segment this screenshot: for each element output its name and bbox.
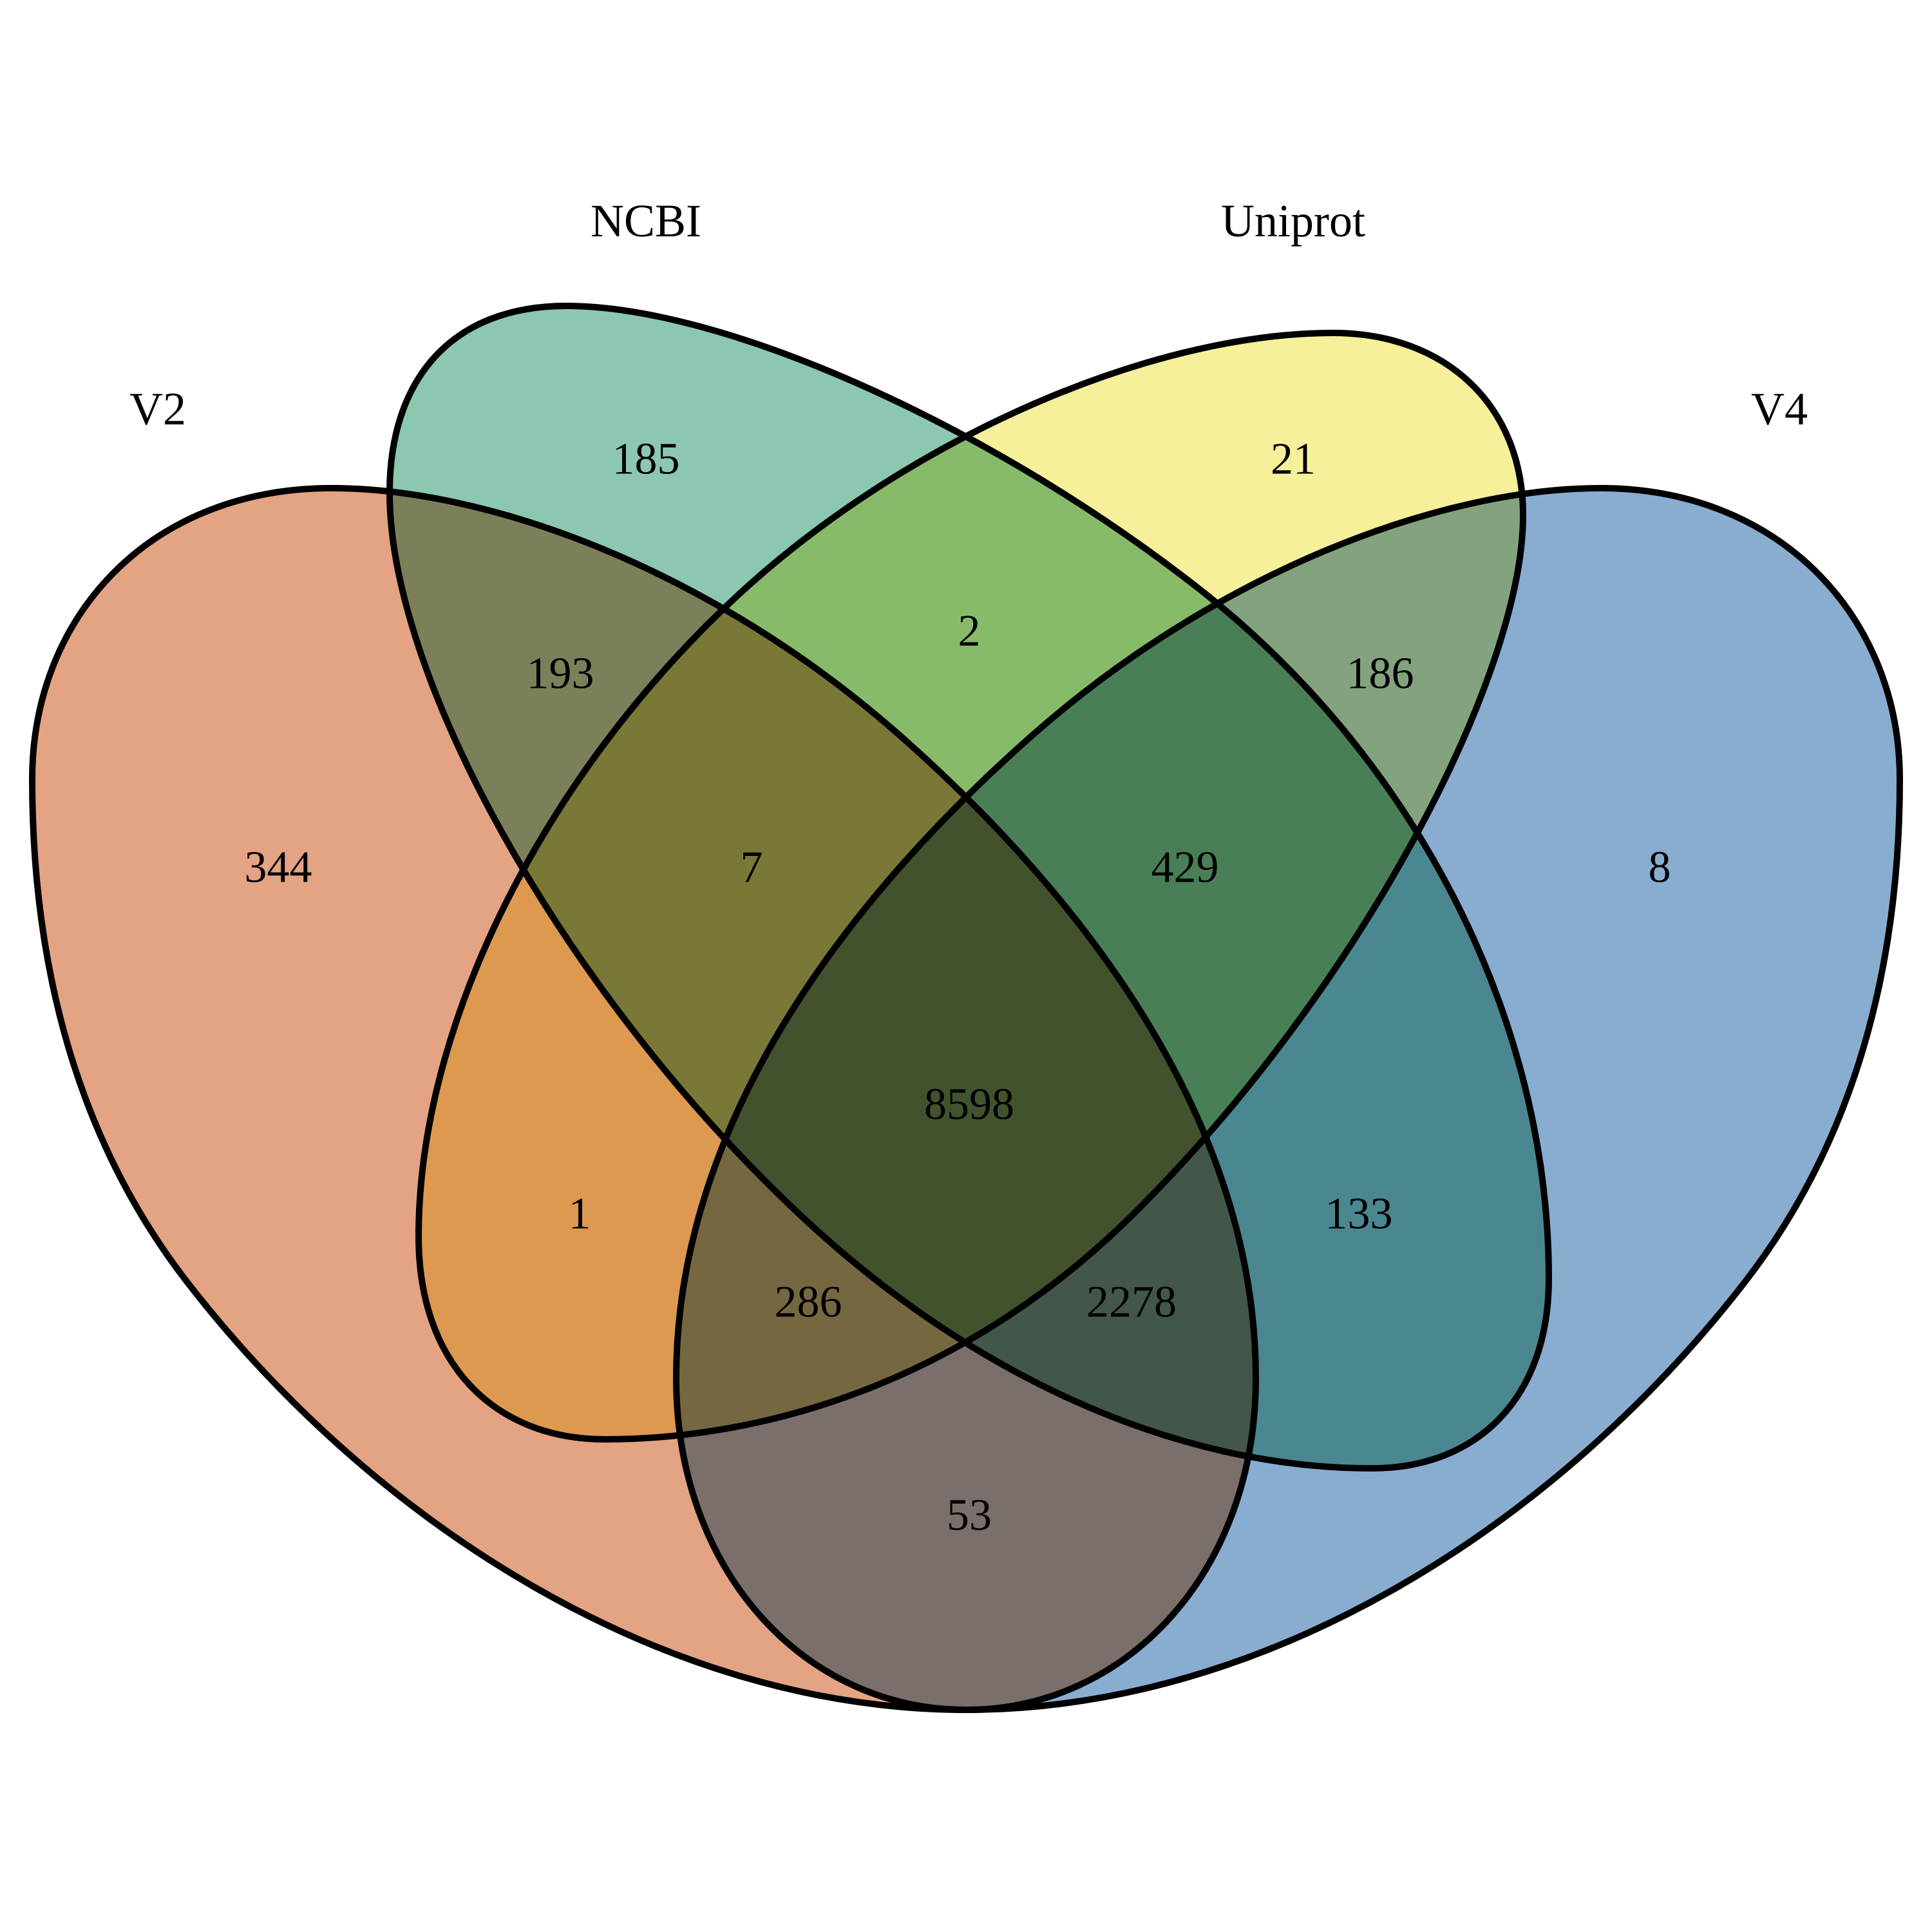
region-count-v2-uniprot-v4: 286	[775, 1278, 842, 1327]
region-count-v4-only: 8	[1649, 843, 1671, 893]
ncbi-set-label: NCBI	[591, 195, 701, 247]
region-count-v2-only: 344	[245, 843, 312, 893]
region-count-ncbi-uniprot: 2	[958, 607, 981, 656]
region-count-v2-v4: 53	[947, 1491, 992, 1540]
region-count-uniprot-only: 21	[1271, 435, 1316, 484]
v2-set-label: V2	[129, 383, 186, 435]
region-count-v2-ncbi-uniprot: 7	[741, 843, 763, 893]
v4-set-label: V4	[1751, 383, 1808, 435]
region-count-all-four: 8598	[924, 1080, 1014, 1130]
region-count-ncbi-v4: 133	[1325, 1189, 1393, 1239]
region-count-uniprot-v4: 186	[1347, 649, 1414, 699]
region-count-v2-uniprot: 1	[569, 1189, 591, 1239]
region-count-ncbi-uniprot-v4: 429	[1151, 843, 1219, 893]
region-count-v2-ncbi-v4: 2278	[1086, 1278, 1177, 1327]
region-count-v2-ncbi: 193	[527, 649, 594, 699]
uniprot-set-label: Uniprot	[1221, 195, 1365, 247]
region-count-ncbi-only: 185	[612, 435, 680, 484]
